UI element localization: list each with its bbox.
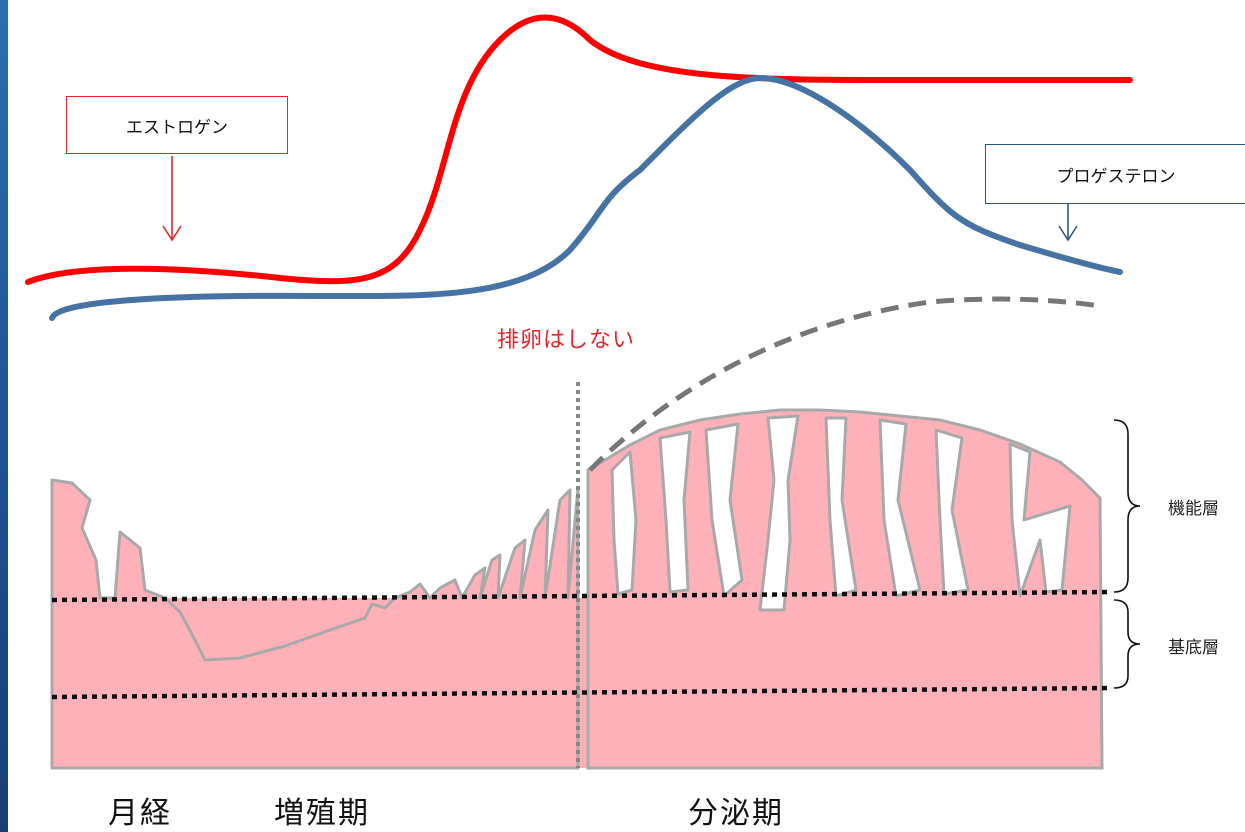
no-ovulation-annotation: 排卵はしない	[497, 328, 636, 353]
basal-layer-label: 基底層	[1168, 638, 1219, 658]
hypothetical-growth-curve	[588, 296, 1101, 472]
endometrial-glands	[610, 414, 1072, 612]
estrogen-curve	[25, 14, 1133, 285]
estrogen-label: エストロゲン	[126, 117, 228, 138]
basal-layer-brace	[1113, 599, 1141, 689]
phase-menstruation-label: 月経	[108, 796, 172, 831]
basal-bottom-boundary	[51, 685, 1113, 700]
slide-edge-bar	[0, 0, 8, 832]
phase-secretory-label: 分泌期	[688, 796, 784, 831]
estrogen-label-box: エストロゲン	[66, 96, 288, 154]
estrogen-arrow	[162, 156, 182, 242]
functional-layer-label: 機能層	[1168, 499, 1219, 519]
phase-proliferative-label: 増殖期	[274, 796, 370, 831]
progesterone-curve	[49, 74, 1123, 321]
progesterone-label: プロゲステロン	[1056, 166, 1176, 187]
functional-layer-brace	[1113, 419, 1141, 593]
progesterone-label-box: プロゲステロン	[985, 144, 1245, 204]
functional-basal-boundary	[51, 589, 1113, 603]
